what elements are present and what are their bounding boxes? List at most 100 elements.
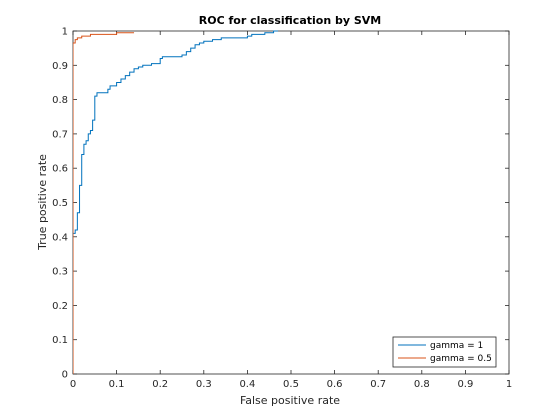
y-tick-label: 0.7 xyxy=(52,129,68,140)
series-point xyxy=(134,72,135,73)
series-point xyxy=(151,65,152,66)
legend-box xyxy=(392,336,497,368)
y-tick-label: 0 xyxy=(62,370,68,381)
series-point xyxy=(81,36,82,37)
series-point xyxy=(90,133,91,134)
series-point xyxy=(221,39,222,40)
y-tick-label: 0.2 xyxy=(52,301,68,312)
series-point xyxy=(86,140,87,141)
series-point xyxy=(273,32,274,33)
axis-ticks: 0 0.1 0.2 0.3 0.4 0.5 0.6 0.7 0.8 0.9 1 0 0.1 0.2 0.3 0… xyxy=(52,27,512,391)
series-point xyxy=(129,72,130,73)
y-tick-label: 0.9 xyxy=(52,61,68,72)
series-point xyxy=(116,32,117,33)
series-point xyxy=(212,41,213,42)
series-point xyxy=(162,58,163,59)
x-tick-label: 0.5 xyxy=(283,379,299,390)
series-point xyxy=(195,44,196,45)
series-point xyxy=(116,34,117,35)
series-1 xyxy=(73,32,135,374)
x-tick-label: 0.7 xyxy=(370,379,386,390)
series-point xyxy=(110,85,111,86)
x-tick-label: 0.2 xyxy=(152,379,168,390)
series-point xyxy=(107,89,108,90)
series-point xyxy=(88,133,89,134)
series-point xyxy=(90,34,91,35)
series-point xyxy=(151,63,152,64)
x-tick-label: 0 xyxy=(70,379,76,390)
series-point xyxy=(116,82,117,83)
series-point xyxy=(195,48,196,49)
series-point xyxy=(134,32,135,33)
y-tick-label: 0.6 xyxy=(52,164,68,175)
series-point xyxy=(203,41,204,42)
series-point xyxy=(186,55,187,56)
series-point xyxy=(138,67,139,68)
series-point xyxy=(251,34,252,35)
series-point xyxy=(77,212,78,213)
series-point xyxy=(134,68,135,69)
series-layer xyxy=(73,30,278,374)
series-point xyxy=(77,37,78,38)
series-point xyxy=(77,229,78,230)
y-tick-label: 0.4 xyxy=(52,232,68,243)
x-tick-label: 0.3 xyxy=(196,379,212,390)
y-tick-label: 0.8 xyxy=(52,95,68,106)
series-point xyxy=(125,75,126,76)
series-point xyxy=(107,92,108,93)
series-point xyxy=(125,79,126,80)
y-axis-label: True positive rate xyxy=(36,154,49,251)
series-line xyxy=(73,32,135,374)
x-axis-label: False positive rate xyxy=(240,394,340,407)
series-point xyxy=(247,36,248,37)
x-tick-label: 0.9 xyxy=(457,379,473,390)
series-point xyxy=(79,212,80,213)
series-point xyxy=(75,229,76,230)
series-point xyxy=(90,36,91,37)
series-point xyxy=(88,140,89,141)
x-tick-label: 0.4 xyxy=(239,379,255,390)
series-point xyxy=(182,56,183,57)
series-0 xyxy=(73,30,278,374)
series-point xyxy=(81,37,82,38)
series-point xyxy=(81,185,82,186)
x-tick-label: 0.6 xyxy=(327,379,343,390)
y-tick-label: 0.1 xyxy=(52,335,68,346)
series-point xyxy=(160,58,161,59)
series-point xyxy=(247,37,248,38)
series-point xyxy=(264,34,265,35)
series-point xyxy=(120,82,121,83)
series-point xyxy=(212,39,213,40)
series-point xyxy=(77,39,78,40)
legend-entry-label: gamma = 0.5 xyxy=(430,354,492,364)
series-point xyxy=(147,65,148,66)
series-point xyxy=(75,39,76,40)
y-tick-label: 0.5 xyxy=(52,198,68,209)
series-point xyxy=(199,44,200,45)
series-point xyxy=(203,43,204,44)
x-tick-label: 0.1 xyxy=(109,379,125,390)
series-point xyxy=(182,55,183,56)
series-point xyxy=(83,154,84,155)
chart-title: ROC for classification by SVM xyxy=(199,14,382,27)
series-point xyxy=(86,144,87,145)
y-tick-label: 0.3 xyxy=(52,267,68,278)
axes-box xyxy=(72,30,510,375)
legend: gamma = 1 gamma = 0.5 xyxy=(392,336,497,368)
series-point xyxy=(264,32,265,33)
y-tick-label: 1 xyxy=(62,27,68,38)
series-point xyxy=(190,48,191,49)
series-point xyxy=(129,75,130,76)
series-point xyxy=(138,68,139,69)
series-point xyxy=(79,185,80,186)
series-point xyxy=(273,31,274,32)
plot-area: 0 0.1 0.2 0.3 0.4 0.5 0.6 0.7 0.8 0.9 1 0 0.1 0.2 0.3 0… xyxy=(52,27,512,391)
series-point xyxy=(90,130,91,131)
series-point xyxy=(83,144,84,145)
x-tick-label: 1 xyxy=(506,379,512,390)
series-point xyxy=(94,96,95,97)
series-point xyxy=(251,36,252,37)
series-point xyxy=(96,92,97,93)
series-point xyxy=(75,233,76,234)
series-point xyxy=(190,51,191,52)
